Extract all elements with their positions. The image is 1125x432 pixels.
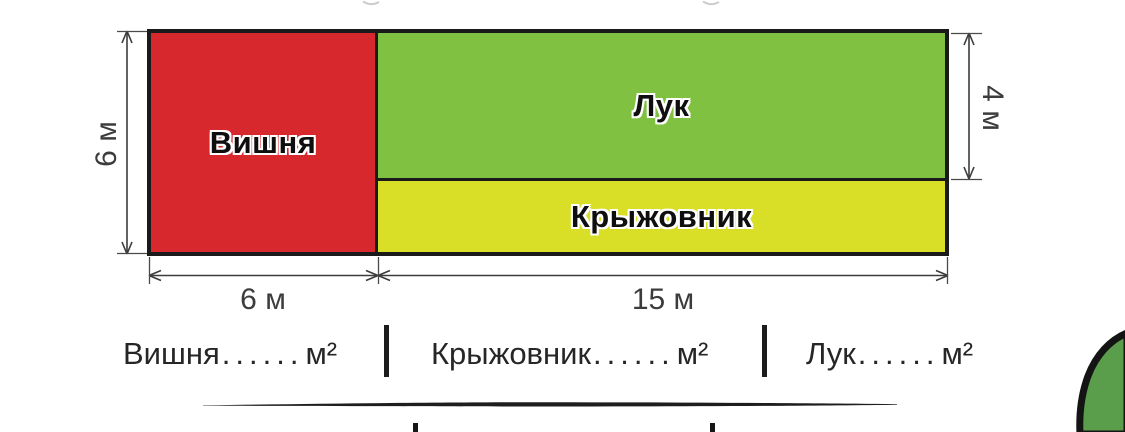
answer-gooseberry-unit: м²	[676, 336, 709, 371]
onion-height-label: 4 м	[976, 85, 1009, 131]
answer-cherry: Вишня......м²	[123, 336, 337, 372]
cutoff-ticks	[413, 423, 715, 432]
region-cherry-label: Вишня	[209, 124, 317, 160]
garden-plot-figure: Вишня Лук Крыжовник	[147, 29, 949, 256]
region-gooseberry-label: Крыжовник	[570, 198, 753, 234]
answer-gooseberry-label: Крыжовник	[431, 336, 592, 371]
answer-onion-label: Лук	[806, 336, 856, 371]
onion-height-dimension-arrow	[951, 32, 982, 181]
answer-onion-unit: м²	[941, 336, 974, 371]
cherry-width-label: 6 м	[240, 283, 286, 316]
remaining-width-label: 15 м	[631, 283, 695, 316]
answer-onion: Лук......м²	[806, 336, 973, 372]
total-height-dimension-arrow	[117, 30, 147, 255]
leaf-illustration	[1076, 330, 1125, 432]
answer-divider	[384, 325, 389, 377]
answer-onion-dots: ......	[857, 336, 940, 371]
answer-cherry-dots: ......	[221, 336, 304, 371]
region-cherry: Вишня	[151, 33, 378, 252]
answer-gooseberry: Крыжовник......м²	[431, 336, 708, 372]
answer-divider	[762, 325, 767, 377]
answer-gooseberry-dots: ......	[593, 336, 675, 371]
total-height-label: 6 м	[90, 121, 123, 167]
region-onion: Лук	[378, 33, 945, 181]
region-onion-label: Лук	[633, 87, 690, 123]
region-gooseberry: Крыжовник	[378, 181, 945, 252]
width-dimension-line	[148, 257, 949, 284]
answer-cherry-unit: м²	[305, 336, 338, 371]
cutoff-marks-top	[362, 0, 720, 6]
divider-swoosh	[203, 402, 897, 407]
answer-cherry-label: Вишня	[123, 336, 220, 371]
